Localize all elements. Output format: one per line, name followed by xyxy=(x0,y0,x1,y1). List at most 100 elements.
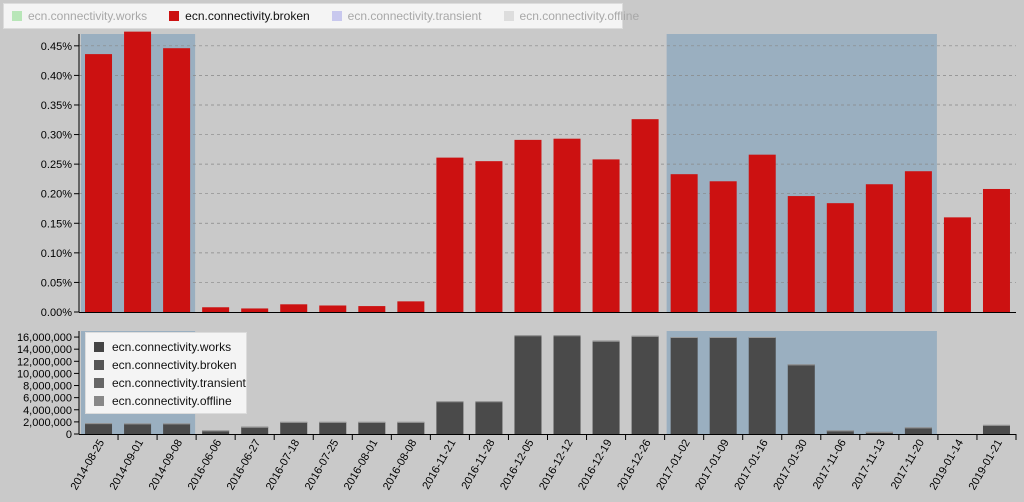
count-bar xyxy=(514,335,542,434)
legend-swatch xyxy=(169,11,180,21)
legend-label: ecn.connectivity.transient xyxy=(112,376,246,390)
y-tick-label: 0.15% xyxy=(41,218,72,230)
y-tick-label: 12,000,000 xyxy=(17,356,72,368)
broken-bar xyxy=(631,119,659,312)
x-tick-label: 2017-11-20 xyxy=(889,438,927,492)
legend-swatch xyxy=(12,11,22,21)
broken-bar xyxy=(280,304,308,312)
count-bar xyxy=(748,337,776,434)
legend-top: ecn.connectivity.works ecn.connectivity.b… xyxy=(3,3,639,29)
x-tick-label: 2016-08-08 xyxy=(381,438,420,493)
x-tick-label: 2016-08-01 xyxy=(342,438,381,493)
broken-bar xyxy=(124,31,152,313)
legend-label: ecn.connectivity.broken xyxy=(185,9,310,23)
count-bar xyxy=(670,337,698,434)
y-tick-label: 14,000,000 xyxy=(17,344,72,356)
legend-bottom-item[interactable]: ecn.connectivity.broken xyxy=(86,356,246,374)
y-tick-label: 0.35% xyxy=(41,100,72,112)
legend-top-item[interactable]: ecn.connectivity.broken xyxy=(169,9,310,23)
y-tick-label: 2,000,000 xyxy=(23,417,72,429)
y-tick-label: 16,000,000 xyxy=(17,332,72,344)
x-tick-label: 2017-01-16 xyxy=(732,438,771,493)
count-bar xyxy=(202,430,230,434)
x-tick-label: 2014-09-01 xyxy=(108,438,147,493)
count-bar xyxy=(475,401,503,434)
x-tick-label: 2016-12-26 xyxy=(615,438,654,493)
broken-bar xyxy=(982,188,1010,312)
legend-swatch xyxy=(331,11,342,21)
broken-bar xyxy=(592,159,620,312)
y-tick-label: 0 xyxy=(66,429,72,441)
y-tick-label: 8,000,000 xyxy=(23,381,72,393)
count-bar xyxy=(982,424,1010,434)
y-tick-label: 6,000,000 xyxy=(23,393,72,405)
broken-bar xyxy=(202,307,230,312)
legend-top-item[interactable]: ecn.connectivity.transient xyxy=(331,9,482,23)
x-tick-label: 2014-09-08 xyxy=(147,438,186,493)
broken-bar xyxy=(85,54,113,313)
x-tick-label: 2016-07-18 xyxy=(264,438,303,493)
x-tick-label: 2017-01-02 xyxy=(654,438,693,493)
y-tick-label: 0.00% xyxy=(41,307,72,319)
broken-bar xyxy=(241,308,269,312)
legend-label: ecn.connectivity.offline xyxy=(519,9,640,23)
broken-bar xyxy=(514,139,542,312)
legend-bottom-item[interactable]: ecn.connectivity.transient xyxy=(86,374,246,392)
legend-swatch xyxy=(94,378,104,388)
broken-bar xyxy=(358,306,386,312)
count-bar xyxy=(163,423,191,434)
legend-top-item[interactable]: ecn.connectivity.offline xyxy=(503,9,640,23)
legend-bottom-item[interactable]: ecn.connectivity.works xyxy=(86,338,246,356)
count-bar xyxy=(397,421,425,434)
count-bar xyxy=(904,427,932,434)
x-tick-label: 2017-01-09 xyxy=(693,438,732,493)
x-tick-label: 2016-12-05 xyxy=(498,438,537,493)
count-bar xyxy=(592,340,620,434)
broken-bar xyxy=(163,48,191,313)
legend-swatch xyxy=(94,360,104,370)
top-chart-broken-ratio: 0.00% 0.05% 0.10% 0.15% 0.20% 0.25% 0.30% 0.35%… xyxy=(41,31,1016,319)
broken-bar xyxy=(787,196,815,312)
count-bar xyxy=(787,364,815,434)
x-tick-label: 2017-01-30 xyxy=(771,438,810,493)
legend-bottom-item[interactable]: ecn.connectivity.offline xyxy=(86,392,246,410)
x-tick-label: 2017-11-13 xyxy=(850,438,888,492)
broken-bar xyxy=(943,217,971,312)
broken-bar xyxy=(475,161,503,312)
legend-label: ecn.connectivity.works xyxy=(28,9,148,23)
x-tick-label: 2016-11-21 xyxy=(420,438,458,492)
x-tick-label: 2014-08-25 xyxy=(69,438,108,493)
broken-bar xyxy=(319,305,347,312)
broken-bar xyxy=(397,301,425,312)
broken-bar xyxy=(904,171,932,312)
x-tick-label: 2016-06-06 xyxy=(186,438,225,493)
legend-label: ecn.connectivity.transient xyxy=(347,9,482,23)
y-tick-label: 0.40% xyxy=(41,70,72,82)
count-bar xyxy=(358,421,386,434)
count-bar xyxy=(826,430,854,434)
x-tick-label: 2016-06-27 xyxy=(225,438,264,493)
legend-label: ecn.connectivity.broken xyxy=(112,358,237,372)
legend-swatch xyxy=(503,11,514,21)
broken-bar xyxy=(436,157,464,312)
x-tick-label: 2019-01-14 xyxy=(928,438,967,493)
legend-swatch xyxy=(94,342,104,352)
legend-swatch xyxy=(94,396,104,406)
count-bar xyxy=(436,401,464,434)
x-tick-label: 2016-12-19 xyxy=(576,438,615,493)
legend-top-item[interactable]: ecn.connectivity.works xyxy=(12,9,147,23)
x-tick-label: 2017-11-06 xyxy=(811,438,849,492)
legend-bottom: ecn.connectivity.works ecn.connectivity.b… xyxy=(85,332,247,414)
x-tick-label: 2016-11-28 xyxy=(459,438,497,492)
count-bar xyxy=(319,421,347,434)
y-tick-label: 0.45% xyxy=(41,41,72,53)
count-bar xyxy=(241,426,269,434)
broken-bar xyxy=(670,174,698,312)
count-bar xyxy=(553,335,581,434)
count-bar xyxy=(709,337,737,434)
y-tick-label: 4,000,000 xyxy=(23,405,72,417)
y-tick-label: 0.05% xyxy=(41,277,72,289)
broken-bar xyxy=(553,138,581,312)
count-bar xyxy=(865,431,893,434)
